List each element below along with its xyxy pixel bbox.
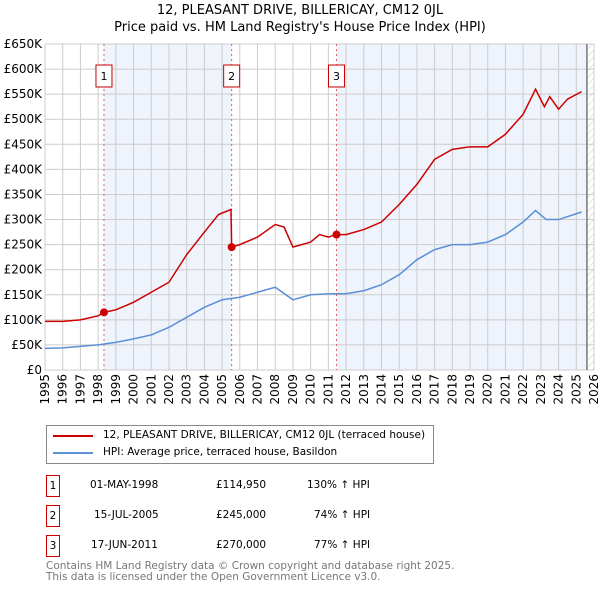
x-tick-label: 2004 (197, 374, 211, 405)
sale-hpi: 74% ↑ HPI (314, 509, 371, 521)
chart-subtitle: Price paid vs. HM Land Registry's House … (114, 20, 486, 35)
x-tick-label: 1999 (109, 374, 123, 405)
x-tick-label: 2013 (357, 374, 371, 405)
x-tick-label: 2009 (286, 374, 300, 405)
y-tick-label: £450K (4, 137, 44, 151)
y-tick-label: £150K (4, 288, 44, 302)
x-tick-label: 1995 (38, 374, 52, 405)
y-tick-label: £350K (4, 187, 44, 201)
sale-hpi: 130% ↑ HPI (307, 479, 370, 491)
x-tick-label: 2001 (144, 374, 158, 405)
sale-row: 3 17-JUN-2011 £270,000 77% ↑ HPI (46, 535, 446, 557)
sale-hpi: 77% ↑ HPI (314, 539, 371, 551)
x-tick-label: 2026 (587, 374, 600, 405)
x-tick-label: 2008 (268, 374, 282, 405)
y-tick-label: £100K (4, 313, 44, 327)
y-tick-label: £600K (4, 62, 44, 76)
hpi-line (44, 209, 582, 350)
sale-price: £245,000 (216, 509, 267, 521)
sale-row: 1 01-MAY-1998 £114,950 130% ↑ HPI (46, 475, 446, 497)
sale-marker-label: 3 (333, 70, 340, 83)
sale-point (99, 308, 108, 317)
legend-swatch-hpi (53, 451, 93, 454)
sale-marker-box (328, 64, 346, 88)
sale-date: 17-JUN-2011 (91, 539, 158, 551)
x-tick-label: 2019 (463, 374, 477, 405)
x-tick-label: 2025 (569, 374, 583, 405)
y-tick-label: £300K (4, 213, 44, 227)
x-tick-label: 2014 (374, 374, 388, 405)
price-chart: £0 £50K £100K £150K £200K £250K £300K £350K £400… (4, 37, 600, 405)
y-tick-label: £550K (4, 87, 44, 101)
x-tick-label: 2002 (162, 374, 176, 405)
property-price-line (45, 87, 582, 323)
legend: 12, PLEASANT DRIVE, BILLERICAY, CM12 0JL… (46, 425, 434, 464)
x-tick-label: 2015 (392, 374, 406, 405)
sale-marker-label: 2 (228, 70, 235, 83)
x-tick-label: 2007 (251, 374, 265, 405)
legend-label-hpi: HPI: Average price, terraced house, Basi… (103, 446, 338, 458)
x-tick-label: 1996 (56, 374, 70, 405)
x-tick-label: 1998 (91, 374, 105, 405)
x-tick-label: 2011 (321, 374, 335, 405)
y-tick-label: £50K (11, 338, 43, 352)
footer-line1: Contains HM Land Registry data © Crown c… (46, 560, 455, 572)
legend-label-property: 12, PLEASANT DRIVE, BILLERICAY, CM12 0JL… (103, 429, 426, 441)
x-tick-label: 1997 (73, 374, 87, 405)
y-tick-label: £500K (4, 112, 44, 126)
future-hatch (586, 44, 594, 370)
y-tick-label: £0 (27, 363, 42, 377)
footer-line2: This data is licensed under the Open Gov… (46, 571, 381, 583)
chart-title: 12, PLEASANT DRIVE, BILLERICAY, CM12 0JL (156, 3, 444, 18)
sale-number: 1 (46, 475, 60, 497)
x-tick-label: 2024 (552, 374, 566, 405)
sale-marker-box (223, 64, 241, 88)
x-tick-label: 2006 (233, 374, 247, 405)
y-tick-label: £250K (4, 238, 44, 252)
owned-period-shading (336, 44, 587, 370)
footer-text: Contains HM Land Registry data © Crown c… (46, 561, 454, 583)
x-tick-label: 2016 (410, 374, 424, 405)
sale-date: 15-JUL-2005 (94, 509, 159, 521)
x-tick-label: 2022 (516, 374, 530, 405)
x-tick-label: 2003 (180, 374, 194, 405)
sale-point (332, 230, 341, 239)
y-tick-label: £200K (4, 263, 44, 277)
sale-number: 3 (46, 535, 60, 557)
y-tick-label: £650K (4, 37, 44, 51)
x-tick-label: 2010 (304, 374, 318, 405)
x-tick-label: 2005 (215, 374, 229, 405)
y-tick-label: £400K (4, 162, 44, 176)
x-tick-label: 2021 (498, 374, 512, 405)
x-tick-label: 2012 (339, 374, 353, 405)
x-tick-label: 2000 (127, 374, 141, 405)
owned-period-shading (103, 44, 232, 370)
sale-marker-box (95, 64, 113, 88)
sale-price: £114,950 (216, 479, 267, 491)
sale-point (227, 243, 236, 252)
sale-date: 01-MAY-1998 (90, 479, 159, 491)
legend-swatch-property (53, 434, 93, 437)
x-tick-label: 2023 (534, 374, 548, 405)
sale-price: £270,000 (216, 539, 267, 551)
x-tick-label: 2017 (428, 374, 442, 405)
sale-row: 2 15-JUL-2005 £245,000 74% ↑ HPI (46, 505, 446, 527)
x-tick-label: 2020 (481, 374, 495, 405)
sale-marker-label: 1 (100, 70, 107, 83)
x-tick-label: 2018 (445, 374, 459, 405)
sale-number: 2 (46, 505, 60, 527)
